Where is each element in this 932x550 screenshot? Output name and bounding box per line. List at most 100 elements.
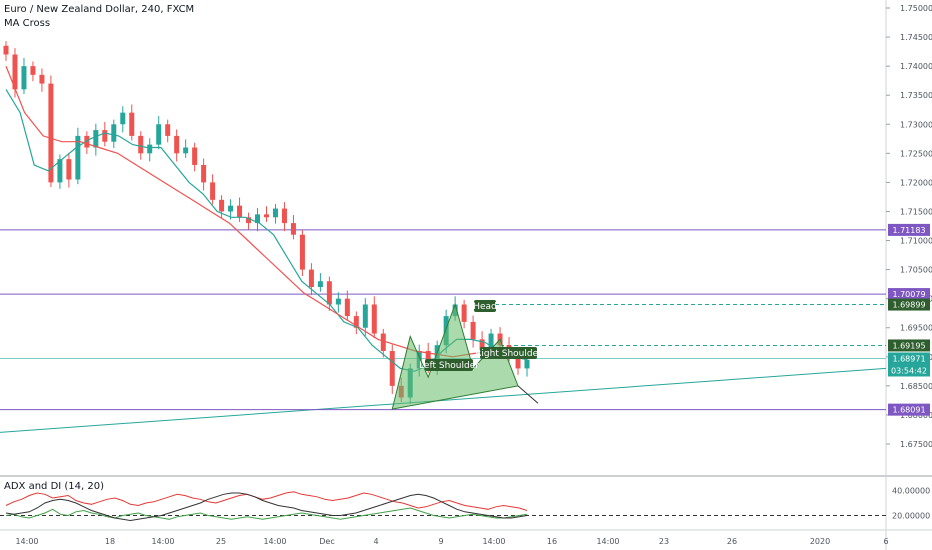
x-tick-label: 9 <box>438 537 443 546</box>
price-label: 1.69195 <box>892 341 925 350</box>
adx-tick-label: 40.00000 <box>892 487 930 496</box>
x-tick-label: Dec <box>319 537 334 546</box>
candle-body <box>174 135 180 154</box>
candle-body <box>299 234 305 270</box>
candle-body <box>39 74 45 84</box>
y-tick-label: 1.67500 <box>900 440 932 449</box>
candle-body <box>264 214 269 218</box>
trend-line <box>0 367 887 433</box>
candle-body <box>371 304 377 334</box>
y-tick-label: 1.72000 <box>900 178 932 187</box>
y-tick-label: 1.75000 <box>900 4 932 13</box>
candle-body <box>326 281 332 305</box>
candle-body <box>461 304 467 322</box>
candle-body <box>479 339 485 351</box>
candle-body <box>362 304 368 328</box>
candle-body <box>93 130 99 148</box>
y-tick-label: 1.68500 <box>900 382 932 391</box>
price-label: 1.69899 <box>892 301 925 310</box>
head-label-text: Head <box>473 302 497 312</box>
head-label: Head <box>473 300 497 312</box>
price-label: 1.70079 <box>892 290 925 299</box>
candle-body <box>290 223 296 235</box>
candle-body <box>317 281 323 288</box>
x-tick-label: 14:00 <box>263 537 286 546</box>
candle-body <box>246 217 252 224</box>
head-label-bg <box>474 300 496 312</box>
price-label-bg <box>888 364 930 377</box>
candle-body <box>147 144 153 154</box>
candle-body <box>228 205 234 212</box>
x-tick-label: 14:00 <box>151 537 174 546</box>
right-shoulder-label: Right Shoulder <box>475 347 542 359</box>
left-shoulder-label: Left Shoulder <box>419 359 479 371</box>
x-tick-label: 2020 <box>810 537 830 546</box>
candle-body <box>344 298 350 317</box>
price-label-bg <box>888 288 930 301</box>
candle-body <box>210 182 216 200</box>
price-label: 1.71183 <box>892 226 925 235</box>
y-tick-label: 1.70500 <box>900 266 932 275</box>
y-tick-label: 1.73000 <box>900 120 932 129</box>
price-label: 1.68971 <box>892 354 925 363</box>
y-tick-label: 1.71000 <box>900 237 932 246</box>
candle-body <box>281 208 287 224</box>
candle-body <box>515 356 521 369</box>
candle-body <box>272 208 278 218</box>
price-label-bg <box>888 352 930 365</box>
y-tick-label: 1.69500 <box>900 324 932 333</box>
candle-body <box>488 333 494 351</box>
price-label-bg <box>888 298 930 311</box>
candle-body <box>156 124 162 145</box>
x-tick-label: 26 <box>727 537 737 546</box>
y-tick-label: 1.74500 <box>900 33 932 42</box>
price-label-bg <box>888 223 930 236</box>
candle-body <box>353 316 359 328</box>
candle-body <box>308 269 314 288</box>
x-tick-label: 18 <box>105 537 115 546</box>
candle-body <box>57 159 63 183</box>
indicator-label: MA Cross <box>4 18 51 29</box>
x-tick-label: 25 <box>216 537 226 546</box>
adx-line <box>5 492 528 522</box>
candle-body <box>380 333 386 351</box>
candle-body <box>66 159 72 180</box>
x-tick-label: 14:00 <box>15 537 38 546</box>
price-label: 03:54:42 <box>891 366 927 375</box>
di-plus-line <box>5 507 528 520</box>
di-minus-line <box>5 491 528 511</box>
candle-body <box>129 112 135 136</box>
right-shoulder-label-text: Right Shoulder <box>475 349 542 359</box>
candle-body <box>102 130 108 142</box>
pattern-area <box>391 302 519 410</box>
price-label: 1.68091 <box>892 406 925 415</box>
candle-body <box>111 124 117 142</box>
adx-tick-label: 20.00000 <box>892 512 930 521</box>
y-tick-label: 1.73500 <box>900 91 932 100</box>
price-label-bg <box>888 339 930 352</box>
candle-body <box>30 66 36 75</box>
adx-label: ADX and DI (14, 20) <box>4 481 104 492</box>
candle-body <box>237 205 243 218</box>
candle-body <box>21 66 27 90</box>
y-tick-label: 1.71500 <box>900 207 932 216</box>
candle-body <box>48 83 54 183</box>
candle-body <box>183 147 189 154</box>
symbol-title: Euro / New Zealand Dollar, 240, FXCM <box>4 4 195 15</box>
y-tick-label: 1.74000 <box>900 62 932 71</box>
candle-body <box>255 214 261 224</box>
y-tick-label: 1.72500 <box>900 149 932 158</box>
candle-body <box>165 124 171 136</box>
x-tick-label: 4 <box>373 537 378 546</box>
candle-body <box>75 135 81 180</box>
left-shoulder-label-bg <box>425 359 473 371</box>
candle-body <box>201 164 207 183</box>
candle-body <box>335 298 341 305</box>
candle-body <box>3 45 9 55</box>
candle-body <box>219 199 225 212</box>
candle-body <box>138 135 144 154</box>
candle-body <box>470 321 476 340</box>
candle-body <box>389 350 395 386</box>
x-tick-label: 23 <box>659 537 669 546</box>
